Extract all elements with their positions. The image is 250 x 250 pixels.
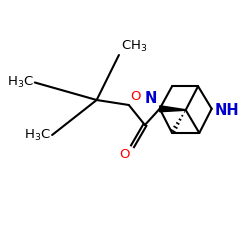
Text: N: N bbox=[145, 91, 157, 106]
Text: CH$_3$: CH$_3$ bbox=[122, 39, 148, 54]
Text: H$_3$C: H$_3$C bbox=[7, 75, 34, 90]
Text: NH: NH bbox=[214, 102, 239, 118]
Polygon shape bbox=[160, 106, 186, 112]
Text: O: O bbox=[120, 148, 130, 160]
Text: O: O bbox=[130, 90, 140, 102]
Text: H$_3$C: H$_3$C bbox=[24, 128, 51, 142]
